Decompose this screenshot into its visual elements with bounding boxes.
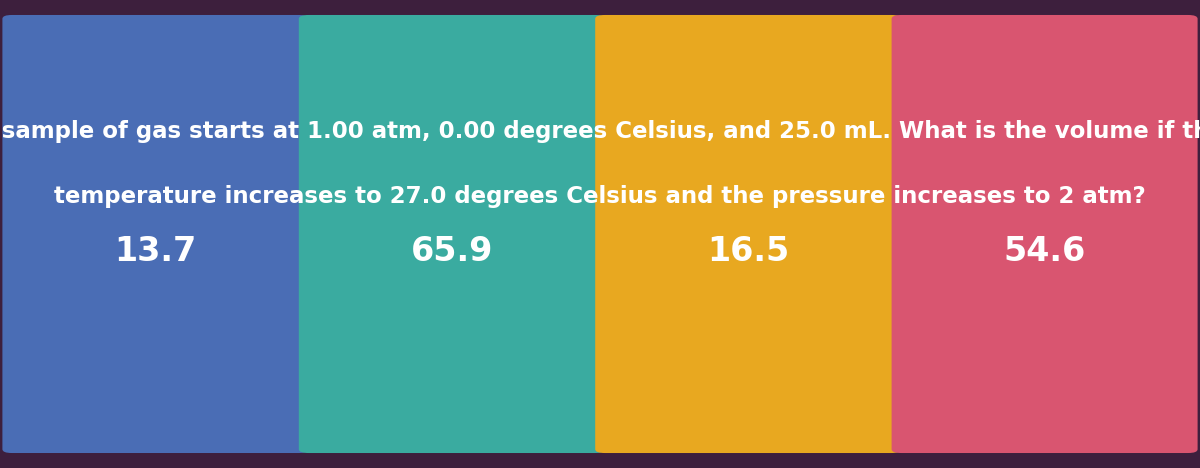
Text: A sample of gas starts at 1.00 atm, 0.00 degrees Celsius, and 25.0 mL. What is t: A sample of gas starts at 1.00 atm, 0.00… [0,119,1200,143]
Text: 16.5: 16.5 [707,235,790,268]
Text: 13.7: 13.7 [114,235,197,268]
Text: 65.9: 65.9 [410,235,493,268]
FancyBboxPatch shape [595,15,901,453]
Text: temperature increases to 27.0 degrees Celsius and the pressure increases to 2 at: temperature increases to 27.0 degrees Ce… [54,185,1146,208]
FancyBboxPatch shape [892,15,1198,453]
FancyBboxPatch shape [299,15,605,453]
Text: 54.6: 54.6 [1003,235,1086,268]
FancyBboxPatch shape [2,15,308,453]
